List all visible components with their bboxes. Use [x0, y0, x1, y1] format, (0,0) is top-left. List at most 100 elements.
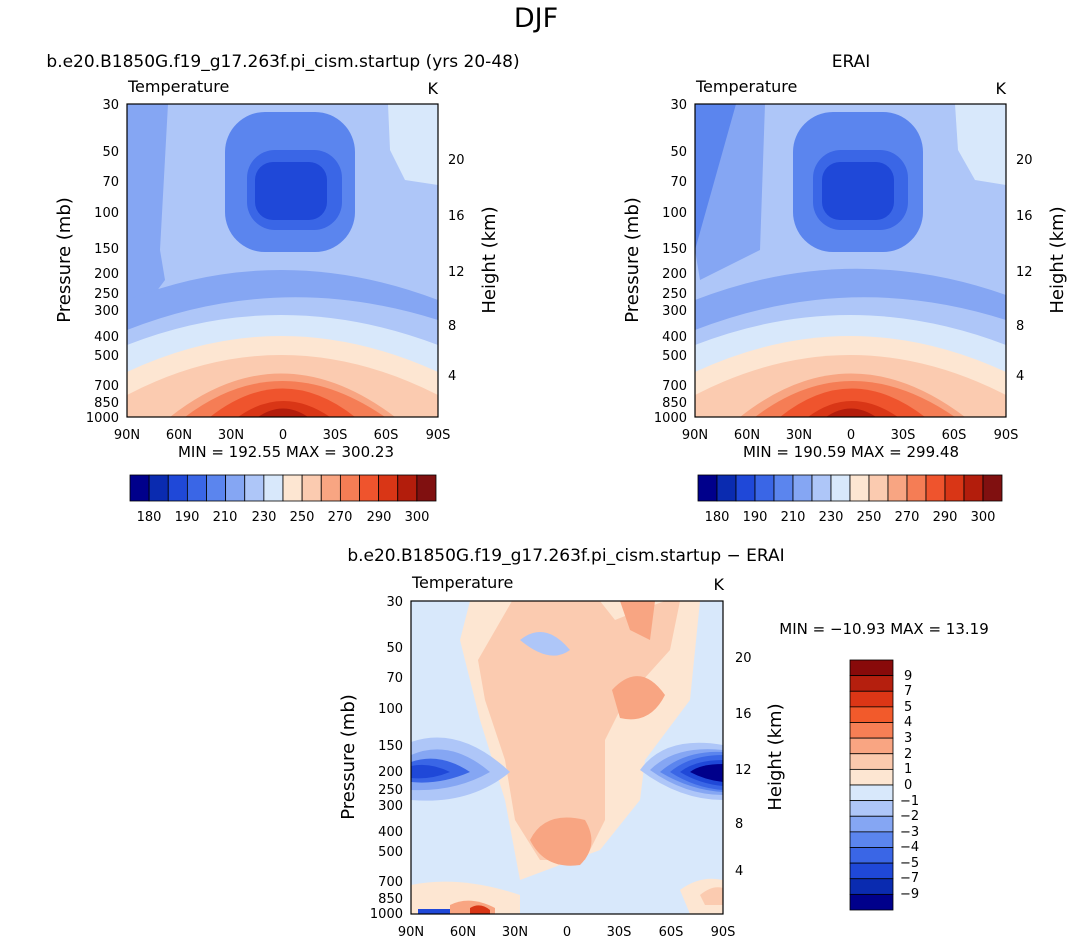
y-axis-label: Pressure (mb)	[622, 197, 643, 323]
svg-text:0: 0	[279, 428, 287, 443]
panel-title: ERAI	[832, 52, 871, 72]
y-tick-label: 300	[662, 304, 687, 319]
variable-label: Temperature	[127, 77, 229, 96]
colorbar-swatch	[906, 474, 927, 502]
colorbar-swatch	[849, 690, 894, 708]
colorbar-swatch	[849, 847, 894, 864]
colorbar-label: 5	[904, 700, 912, 715]
y-tick-label: 100	[94, 206, 119, 221]
colorbar-swatch	[849, 659, 894, 677]
colorbar-swatch	[849, 893, 894, 911]
colorbar-label: 230	[819, 510, 844, 525]
y2-tick-label: 20	[735, 651, 752, 666]
panel-model: b.e20.B1850G.f19_g17.263f.pi_cism.startu…	[46, 52, 519, 525]
colorbar-labels: 180 190 210 230 250 270 290 300	[137, 510, 430, 525]
colorbar-label: 300	[405, 510, 430, 525]
svg-text:60N: 60N	[166, 428, 192, 443]
colorbar-label: −9	[900, 887, 919, 902]
colorbar-label: 7	[904, 684, 912, 699]
x-tick-label: 60N	[734, 428, 760, 443]
y-tick-label: 400	[378, 825, 403, 840]
y-tick-label: 70	[670, 175, 687, 190]
svg-text:30N: 30N	[218, 428, 244, 443]
figure-title: DJF	[514, 3, 558, 34]
colorbar-swatch	[849, 474, 870, 502]
x-tick-label: 30N	[786, 428, 812, 443]
y-axis-label: Pressure (mb)	[338, 694, 359, 820]
y-tick-label: 1000	[86, 411, 119, 426]
y-tick-label: 150	[94, 242, 119, 257]
y2-tick-label: 12	[735, 763, 752, 778]
colorbar-swatch	[868, 474, 889, 502]
units-label: K	[714, 575, 725, 594]
y2-tick-label: 20	[1016, 153, 1033, 168]
y2-tick-label: 12	[1016, 265, 1033, 280]
stats-text: MIN = −10.93 MAX = 13.19	[779, 620, 989, 638]
y-axis-label: Pressure (mb)	[54, 197, 75, 323]
y2-axis-label: Height (km)	[1047, 206, 1068, 313]
x-tick-label: 30S	[607, 925, 632, 940]
colorbar-swatch	[792, 474, 813, 502]
colorbar-swatch	[186, 474, 207, 502]
colorbar-label: 290	[933, 510, 958, 525]
panel-title: b.e20.B1850G.f19_g17.263f.pi_cism.startu…	[46, 52, 519, 72]
y-tick-label: 300	[378, 799, 403, 814]
colorbar	[129, 474, 437, 502]
x-tick-label: 60N	[166, 428, 192, 443]
y-tick-label: 200	[378, 765, 403, 780]
y2-axis: 20 16 12 8 4	[1016, 153, 1033, 384]
y-tick-label: 150	[378, 739, 403, 754]
y-tick-label: 70	[386, 671, 403, 686]
units-label: K	[428, 79, 439, 98]
y-tick-label: 500	[94, 349, 119, 364]
y2-tick-label: 20	[448, 153, 465, 168]
y-tick-label: 50	[102, 145, 119, 160]
colorbar-label: −5	[900, 856, 919, 871]
y-tick-label: 30	[386, 595, 403, 610]
panel-erai: ERAI Temperature K Pressure (mb) Height …	[622, 52, 1068, 525]
colorbar-swatch	[849, 862, 894, 880]
y2-axis: 20 16 12 8 4	[735, 651, 752, 879]
x-tick-label: 90S	[426, 428, 451, 443]
y-tick-label: 250	[662, 287, 687, 302]
y-tick-label: 850	[662, 396, 687, 411]
colorbar-swatch	[982, 474, 1003, 502]
y2-tick-label: 8	[1016, 319, 1024, 334]
colorbar-swatch	[925, 474, 946, 502]
y2-tick-label: 16	[448, 209, 465, 224]
colorbar-swatch	[129, 474, 150, 502]
x-axis: 90N 60N 30N 0 30S 60S 90S	[398, 925, 736, 940]
colorbar-label: −7	[900, 871, 919, 886]
colorbar-swatch	[397, 474, 418, 502]
colorbar-swatch	[697, 474, 718, 502]
x-tick-label: 0	[847, 428, 855, 443]
colorbar-label: 300	[971, 510, 996, 525]
x-tick-label: 30S	[323, 428, 348, 443]
colorbar-swatch	[849, 800, 894, 817]
y2-tick-label: 4	[1016, 369, 1024, 384]
units-label: K	[996, 79, 1007, 98]
y-axis: 30 50 70 100 150 200 250 300 400 500 700…	[86, 98, 119, 426]
y-tick-label: 850	[378, 892, 403, 907]
y-tick-label: 500	[662, 349, 687, 364]
x-tick-label: 90S	[711, 925, 736, 940]
colorbar-swatch	[849, 675, 894, 692]
colorbar-label: 270	[895, 510, 920, 525]
colorbar-swatch	[849, 831, 894, 848]
y2-axis-label: Height (km)	[765, 703, 786, 810]
y2-axis-label: Height (km)	[479, 206, 500, 313]
x-tick-label: 90N	[682, 428, 708, 443]
plot-field	[127, 104, 438, 417]
x-tick-label: 30S	[891, 428, 916, 443]
colorbar-label: 2	[904, 747, 912, 762]
colorbar-label: −1	[900, 794, 919, 809]
y2-tick-label: 4	[735, 864, 743, 879]
y-axis: 30 50 70 100 150 200 250 300 400 500 700…	[370, 595, 403, 922]
y-tick-label: 250	[94, 287, 119, 302]
y-tick-label: 700	[94, 379, 119, 394]
colorbar-swatch	[849, 737, 894, 755]
colorbar-swatch	[225, 474, 246, 502]
colorbar-label: 9	[904, 669, 912, 684]
colorbar-label: 4	[904, 715, 912, 730]
